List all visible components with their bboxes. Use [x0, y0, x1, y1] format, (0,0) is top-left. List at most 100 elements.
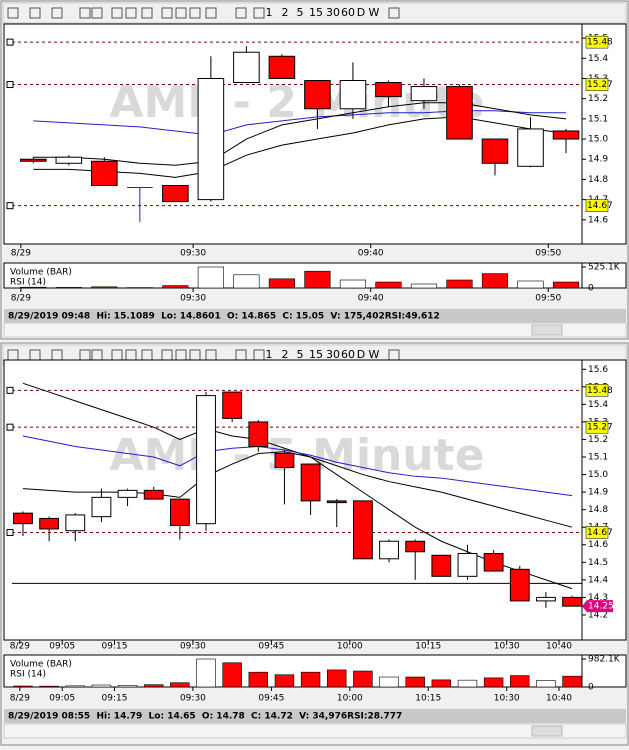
- interval-button[interactable]: 60: [341, 348, 355, 361]
- toolbar-icon[interactable]: [79, 7, 91, 19]
- volume-bar: [268, 278, 295, 289]
- level-label: 14.67: [587, 528, 613, 538]
- volume-bar: [170, 682, 190, 688]
- candle-body: [410, 86, 438, 102]
- toolbar-icon[interactable]: [189, 7, 201, 19]
- xlabel-band: [4, 245, 626, 259]
- volume-x-tick-label: 09:50: [535, 294, 561, 304]
- x-tick-label: 09:45: [258, 642, 284, 652]
- toolbar-icon[interactable]: [111, 7, 123, 19]
- scrollbar[interactable]: [3, 322, 627, 338]
- interval-button[interactable]: D: [357, 348, 365, 361]
- candle-body: [562, 596, 582, 607]
- y-tick-label: 15.2: [588, 94, 608, 104]
- volume-x-tick-label: 10:15: [415, 694, 441, 704]
- toolbar-icon[interactable]: [175, 7, 187, 19]
- interval-button[interactable]: 1: [266, 6, 273, 19]
- toolbar-icon[interactable]: [7, 7, 19, 19]
- level-handle[interactable]: [6, 202, 14, 210]
- x-tick-label: 10:15: [415, 642, 441, 652]
- overlay-line: [22, 451, 573, 590]
- candle-body: [300, 463, 321, 502]
- candle-body: [352, 500, 373, 560]
- x-tick-label: 09:40: [358, 249, 384, 259]
- interval-button[interactable]: 1: [266, 348, 273, 361]
- interval-button[interactable]: 30: [326, 348, 340, 361]
- interval-button[interactable]: 30: [326, 6, 340, 19]
- volume-bar: [91, 286, 118, 289]
- xlabel-band: [4, 641, 626, 655]
- interval-button[interactable]: 5: [297, 348, 304, 361]
- interval-button[interactable]: 15: [309, 6, 323, 19]
- overlay-line: [22, 435, 573, 497]
- volume-bar: [446, 279, 473, 289]
- volume-x-tick-label: 10:40: [546, 694, 572, 704]
- candle-body: [509, 568, 530, 602]
- status-text: 8/29/2019 08:55 Hi: 14.79 Lo: 14.65 O: 1…: [8, 712, 402, 722]
- candle-body: [517, 128, 544, 167]
- candle-body: [483, 553, 504, 572]
- toolbar-icon[interactable]: [161, 7, 173, 19]
- level-handle[interactable]: [6, 38, 14, 46]
- volume-bar: [339, 279, 367, 289]
- volume-bar: [233, 274, 260, 289]
- interval-button[interactable]: 5: [297, 6, 304, 19]
- toolbar-icon[interactable]: [253, 7, 265, 19]
- volume-bar: [375, 281, 402, 289]
- toolbar-icon[interactable]: [235, 7, 247, 19]
- volume-title: Volume (BAR): [10, 268, 72, 278]
- level-label-box: [585, 78, 609, 91]
- toolbar-icon[interactable]: [141, 7, 153, 19]
- scroll-thumb[interactable]: [531, 324, 563, 336]
- toolbar-icon[interactable]: [51, 7, 63, 19]
- toolbar-icon[interactable]: [29, 7, 41, 19]
- toolbar-icon[interactable]: [91, 7, 103, 19]
- volume-bar: [457, 679, 478, 688]
- candle-body: [117, 489, 138, 498]
- toolbar-icon[interactable]: [125, 7, 137, 19]
- toolbar-icon[interactable]: [205, 7, 217, 19]
- candle-body: [536, 596, 556, 602]
- level-handle[interactable]: [6, 81, 14, 89]
- status-bar: [4, 709, 626, 723]
- watermark: AMF - 5 Minute: [109, 430, 484, 481]
- level-label-box: [585, 384, 609, 397]
- volume-bar: [483, 677, 504, 688]
- interval-button[interactable]: 60: [341, 6, 355, 19]
- interval-button[interactable]: 15: [309, 348, 323, 361]
- level-handle[interactable]: [6, 528, 14, 536]
- candle-body: [379, 540, 399, 560]
- level-label-box: [585, 420, 609, 434]
- candle-body: [196, 395, 216, 525]
- volume-x-tick-label: 09:40: [358, 294, 384, 304]
- volume-x-tick-label: 09:45: [258, 694, 284, 704]
- candle-body: [55, 156, 83, 164]
- level-label: 15.48: [587, 38, 613, 48]
- interval-button[interactable]: D: [357, 6, 365, 19]
- volume-title: Volume (BAR): [10, 660, 72, 670]
- volume-bar: [117, 684, 138, 688]
- interval-button[interactable]: W: [369, 6, 380, 19]
- scrollbar[interactable]: [3, 723, 627, 739]
- level-handle[interactable]: [6, 386, 14, 394]
- level-handle[interactable]: [6, 423, 14, 431]
- candle-body: [91, 160, 118, 186]
- scroll-thumb[interactable]: [531, 725, 563, 737]
- x-tick-label: 09:30: [180, 249, 206, 259]
- volume-bar: [20, 286, 47, 289]
- y-tick-label: 15.4: [588, 400, 608, 410]
- volume-bar: [431, 679, 452, 688]
- x-tick-label: 09:15: [102, 642, 128, 652]
- interval-button[interactable]: 2: [282, 6, 289, 19]
- interval-button[interactable]: W: [369, 348, 380, 361]
- volume-bar: [222, 662, 242, 688]
- toolbar-icon[interactable]: [388, 7, 400, 19]
- level-label: 14.67: [587, 201, 613, 211]
- volume-x-tick-label: 10:00: [337, 694, 363, 704]
- interval-button[interactable]: 2: [282, 348, 289, 361]
- y-tick-label: 15.6: [588, 365, 608, 375]
- volume-x-tick-label: 10:30: [494, 694, 520, 704]
- overlay-line: [33, 102, 567, 166]
- level-label-box: [585, 199, 609, 212]
- overlay-line: [33, 110, 567, 136]
